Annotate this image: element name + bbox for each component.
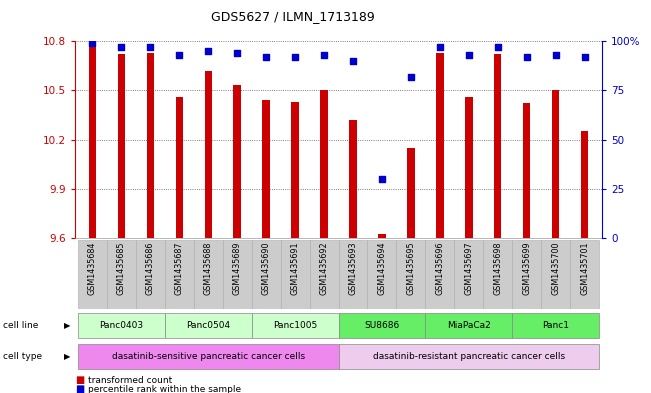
Text: GSM1435688: GSM1435688 — [204, 242, 213, 295]
Point — [406, 73, 416, 80]
Bar — [193, 240, 223, 309]
Bar — [77, 313, 165, 338]
Bar — [512, 240, 542, 309]
Text: dasatinib-resistant pancreatic cancer cells: dasatinib-resistant pancreatic cancer ce… — [373, 352, 565, 361]
Bar — [454, 240, 484, 309]
Bar — [512, 313, 600, 338]
Bar — [339, 240, 368, 309]
Bar — [552, 90, 559, 238]
Bar — [408, 148, 415, 238]
Bar — [339, 344, 600, 369]
Text: GSM1435696: GSM1435696 — [436, 242, 445, 295]
Text: ▶: ▶ — [64, 352, 70, 361]
Point — [435, 44, 445, 50]
Text: GSM1435690: GSM1435690 — [262, 242, 271, 295]
Bar — [309, 240, 339, 309]
Point — [348, 58, 358, 64]
Bar — [107, 240, 135, 309]
Text: GSM1435700: GSM1435700 — [551, 242, 561, 295]
Bar — [570, 240, 600, 309]
Text: ▶: ▶ — [64, 321, 70, 330]
Bar — [350, 120, 357, 238]
Text: percentile rank within the sample: percentile rank within the sample — [88, 385, 241, 393]
Bar — [281, 240, 309, 309]
Bar — [436, 53, 443, 238]
Point — [261, 54, 271, 60]
Bar — [465, 97, 473, 238]
Bar — [223, 240, 251, 309]
Text: cell type: cell type — [3, 352, 42, 361]
Point — [145, 44, 156, 50]
Text: GSM1435698: GSM1435698 — [493, 242, 503, 295]
Bar — [118, 54, 125, 238]
Point — [579, 54, 590, 60]
Bar — [378, 235, 385, 238]
Bar — [77, 240, 107, 309]
Text: SU8686: SU8686 — [365, 321, 400, 330]
Text: GSM1435693: GSM1435693 — [348, 242, 357, 295]
Bar — [135, 240, 165, 309]
Bar — [165, 240, 193, 309]
Text: GSM1435695: GSM1435695 — [406, 242, 415, 296]
Text: dasatinib-sensitive pancreatic cancer cells: dasatinib-sensitive pancreatic cancer ce… — [111, 352, 305, 361]
Bar — [426, 240, 454, 309]
Bar — [426, 313, 512, 338]
Point — [319, 52, 329, 58]
Text: GSM1435691: GSM1435691 — [290, 242, 299, 295]
Bar — [484, 240, 512, 309]
Bar — [542, 240, 570, 309]
Text: ■: ■ — [75, 375, 84, 385]
Text: Panc1005: Panc1005 — [273, 321, 317, 330]
Point — [116, 44, 126, 50]
Bar — [251, 240, 281, 309]
Bar — [581, 131, 589, 238]
Bar — [494, 54, 501, 238]
Bar — [176, 97, 183, 238]
Text: Panc0403: Panc0403 — [99, 321, 143, 330]
Text: GSM1435699: GSM1435699 — [522, 242, 531, 296]
Text: MiaPaCa2: MiaPaCa2 — [447, 321, 491, 330]
Text: GDS5627 / ILMN_1713189: GDS5627 / ILMN_1713189 — [211, 10, 375, 23]
Bar — [320, 90, 327, 238]
Bar — [368, 240, 396, 309]
Bar — [396, 240, 426, 309]
Bar — [251, 313, 339, 338]
Bar — [77, 344, 339, 369]
Text: GSM1435701: GSM1435701 — [580, 242, 589, 295]
Bar — [89, 44, 96, 238]
Point — [377, 176, 387, 182]
Point — [464, 52, 474, 58]
Point — [290, 54, 300, 60]
Bar — [339, 313, 426, 338]
Bar — [234, 86, 241, 238]
Text: GSM1435687: GSM1435687 — [174, 242, 184, 295]
Bar — [165, 313, 251, 338]
Text: Panc1: Panc1 — [542, 321, 570, 330]
Text: Panc0504: Panc0504 — [186, 321, 230, 330]
Point — [203, 48, 214, 54]
Text: GSM1435692: GSM1435692 — [320, 242, 329, 296]
Point — [87, 40, 98, 46]
Bar — [204, 71, 212, 238]
Text: GSM1435689: GSM1435689 — [232, 242, 242, 295]
Point — [493, 44, 503, 50]
Text: GSM1435685: GSM1435685 — [117, 242, 126, 295]
Text: GSM1435684: GSM1435684 — [88, 242, 97, 295]
Bar — [292, 102, 299, 238]
Bar — [262, 100, 270, 238]
Point — [521, 54, 532, 60]
Text: cell line: cell line — [3, 321, 38, 330]
Text: ■: ■ — [75, 384, 84, 393]
Bar — [146, 53, 154, 238]
Text: GSM1435686: GSM1435686 — [146, 242, 155, 295]
Text: GSM1435694: GSM1435694 — [378, 242, 387, 295]
Point — [174, 52, 184, 58]
Text: GSM1435697: GSM1435697 — [464, 242, 473, 296]
Point — [551, 52, 561, 58]
Text: transformed count: transformed count — [88, 376, 172, 384]
Point — [232, 50, 242, 56]
Bar — [523, 103, 531, 238]
